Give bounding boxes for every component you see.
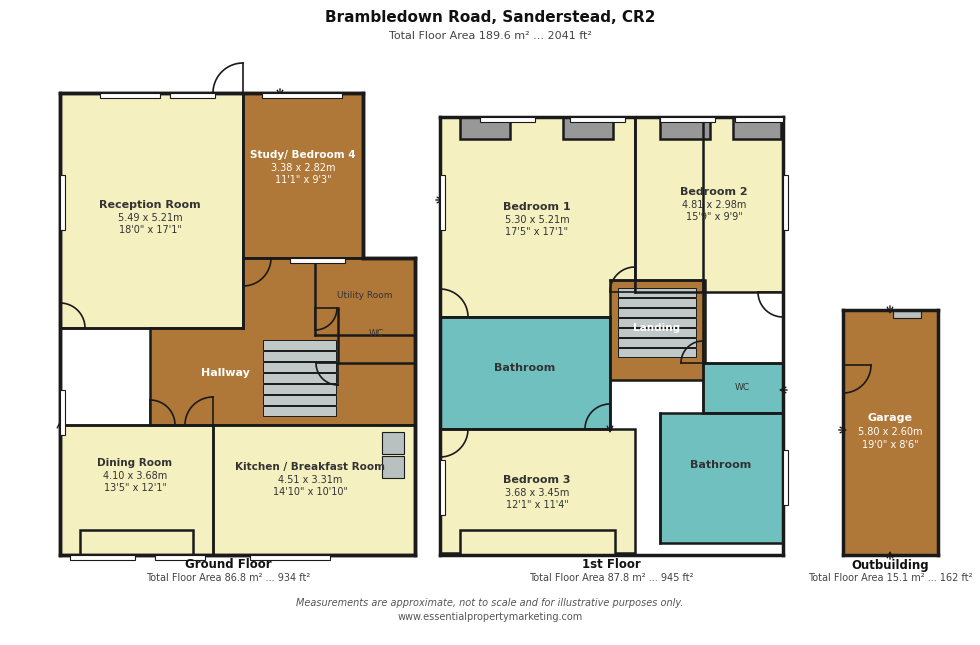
Text: 18'0" x 17'1": 18'0" x 17'1" (119, 225, 181, 235)
Polygon shape (660, 117, 715, 122)
Text: Bedroom 3: Bedroom 3 (504, 475, 570, 485)
Text: 4.81 x 2.98m: 4.81 x 2.98m (682, 200, 746, 210)
Text: 12'1" x 11'4": 12'1" x 11'4" (506, 500, 568, 510)
Text: Study/ Bedroom 4: Study/ Bedroom 4 (250, 150, 356, 160)
Text: Reception Room: Reception Room (99, 200, 201, 210)
Text: WC: WC (734, 384, 750, 393)
Polygon shape (635, 117, 783, 292)
Text: 1st Floor: 1st Floor (581, 559, 640, 571)
Text: Bedroom 1: Bedroom 1 (503, 202, 570, 212)
Text: www.essentialpropertymarketing.com: www.essentialpropertymarketing.com (397, 612, 583, 622)
Text: Dining Room: Dining Room (97, 458, 172, 468)
Polygon shape (263, 351, 336, 361)
Polygon shape (382, 456, 404, 478)
Text: Bedroom 2: Bedroom 2 (680, 187, 748, 197)
Text: Total Floor Area 87.8 m² ... 945 ft²: Total Floor Area 87.8 m² ... 945 ft² (529, 573, 693, 583)
Polygon shape (263, 384, 336, 394)
Text: WC: WC (368, 330, 383, 339)
Polygon shape (338, 308, 415, 363)
Polygon shape (263, 340, 336, 350)
Polygon shape (150, 258, 415, 425)
Polygon shape (243, 93, 363, 258)
Polygon shape (733, 117, 781, 139)
Text: Utility Room: Utility Room (337, 290, 393, 299)
Polygon shape (263, 373, 336, 383)
Polygon shape (618, 318, 696, 327)
Polygon shape (315, 258, 415, 335)
Polygon shape (60, 93, 243, 328)
Text: 11'1" x 9'3": 11'1" x 9'3" (274, 175, 331, 185)
Text: 3.68 x 3.45m: 3.68 x 3.45m (505, 488, 569, 498)
Polygon shape (250, 555, 330, 560)
Polygon shape (80, 530, 193, 555)
Polygon shape (440, 175, 445, 230)
Text: 19'0" x 8'6": 19'0" x 8'6" (861, 440, 918, 450)
Polygon shape (170, 93, 215, 98)
Text: Total Floor Area 86.8 m² ... 934 ft²: Total Floor Area 86.8 m² ... 934 ft² (146, 573, 310, 583)
Text: Landing: Landing (633, 323, 680, 333)
Polygon shape (618, 348, 696, 357)
Polygon shape (440, 460, 445, 515)
Text: Outbuilding: Outbuilding (852, 559, 929, 571)
Polygon shape (660, 117, 710, 139)
Polygon shape (783, 450, 788, 505)
Polygon shape (618, 288, 696, 297)
Polygon shape (783, 175, 788, 230)
Polygon shape (570, 117, 625, 122)
Polygon shape (460, 530, 615, 555)
Polygon shape (263, 395, 336, 405)
Polygon shape (735, 117, 783, 122)
Text: 14'10" x 10'10": 14'10" x 10'10" (272, 487, 348, 497)
Polygon shape (618, 338, 696, 347)
Text: 13'5" x 12'1": 13'5" x 12'1" (104, 483, 167, 493)
Text: Brambledown Road, Sanderstead, CR2: Brambledown Road, Sanderstead, CR2 (324, 10, 656, 26)
Polygon shape (60, 390, 65, 435)
Polygon shape (440, 317, 610, 429)
Text: 5.30 x 5.21m: 5.30 x 5.21m (505, 215, 569, 225)
Polygon shape (480, 117, 535, 122)
Polygon shape (440, 117, 635, 317)
Polygon shape (60, 425, 213, 555)
Polygon shape (263, 406, 336, 416)
Text: 5.49 x 5.21m: 5.49 x 5.21m (118, 213, 182, 223)
Text: 15'9" x 9'9": 15'9" x 9'9" (686, 212, 743, 222)
Polygon shape (610, 280, 705, 380)
Polygon shape (60, 175, 65, 230)
Text: Hallway: Hallway (201, 368, 250, 378)
Text: Measurements are approximate, not to scale and for illustrative purposes only.: Measurements are approximate, not to sca… (296, 598, 684, 608)
Text: Bathroom: Bathroom (690, 460, 752, 470)
Polygon shape (563, 117, 613, 139)
Text: Ground Floor: Ground Floor (184, 559, 271, 571)
Text: 17'5" x 17'1": 17'5" x 17'1" (506, 227, 568, 237)
Polygon shape (210, 425, 415, 555)
Polygon shape (660, 413, 783, 543)
Text: Total Floor Area 15.1 m² ... 162 ft²: Total Floor Area 15.1 m² ... 162 ft² (808, 573, 972, 583)
Text: 3.38 x 2.82m: 3.38 x 2.82m (270, 163, 335, 173)
Polygon shape (70, 555, 135, 560)
Polygon shape (703, 363, 783, 413)
Text: 4.51 x 3.31m: 4.51 x 3.31m (277, 475, 342, 485)
Polygon shape (440, 429, 635, 553)
Polygon shape (263, 362, 336, 372)
Text: Total Floor Area 189.6 m² ... 2041 ft²: Total Floor Area 189.6 m² ... 2041 ft² (388, 31, 592, 41)
Polygon shape (382, 432, 404, 454)
Polygon shape (155, 555, 205, 560)
Polygon shape (618, 298, 696, 307)
Polygon shape (262, 93, 342, 98)
Polygon shape (618, 328, 696, 337)
Polygon shape (100, 93, 160, 98)
Polygon shape (290, 258, 345, 263)
Text: Bathroom: Bathroom (494, 363, 556, 373)
Text: 4.10 x 3.68m: 4.10 x 3.68m (103, 471, 168, 481)
Text: Garage: Garage (867, 413, 912, 423)
Polygon shape (893, 310, 921, 318)
Text: Kitchen / Breakfast Room: Kitchen / Breakfast Room (235, 462, 385, 472)
Polygon shape (843, 310, 938, 555)
Polygon shape (618, 308, 696, 317)
Polygon shape (460, 117, 510, 139)
Text: 5.80 x 2.60m: 5.80 x 2.60m (858, 427, 922, 437)
